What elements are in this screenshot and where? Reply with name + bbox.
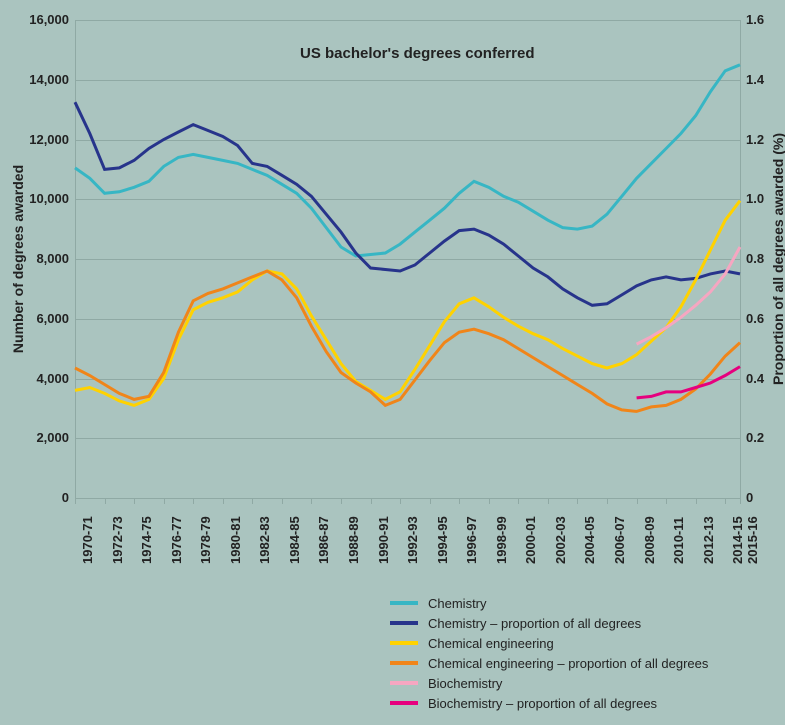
chart-container: US bachelor's degrees conferred Number o…	[0, 0, 785, 725]
legend-label: Biochemistry	[428, 676, 502, 691]
legend-item: Chemistry – proportion of all degrees	[390, 613, 708, 633]
legend-item: Chemical engineering – proportion of all…	[390, 653, 708, 673]
legend-item: Chemistry	[390, 593, 708, 613]
legend-label: Biochemistry – proportion of all degrees	[428, 696, 657, 711]
legend-swatch	[390, 621, 418, 625]
legend-item: Chemical engineering	[390, 633, 708, 653]
legend-swatch	[390, 701, 418, 705]
legend-swatch	[390, 641, 418, 645]
legend-label: Chemistry	[428, 596, 487, 611]
legend-label: Chemical engineering – proportion of all…	[428, 656, 708, 671]
legend: Chemistry Chemistry – proportion of all d…	[390, 593, 708, 713]
series-line	[75, 65, 740, 256]
series-line	[75, 201, 740, 406]
legend-swatch	[390, 681, 418, 685]
legend-item: Biochemistry	[390, 673, 708, 693]
legend-swatch	[390, 601, 418, 605]
legend-item: Biochemistry – proportion of all degrees	[390, 693, 708, 713]
legend-swatch	[390, 661, 418, 665]
legend-label: Chemistry – proportion of all degrees	[428, 616, 641, 631]
legend-label: Chemical engineering	[428, 636, 554, 651]
series-line	[75, 102, 740, 305]
